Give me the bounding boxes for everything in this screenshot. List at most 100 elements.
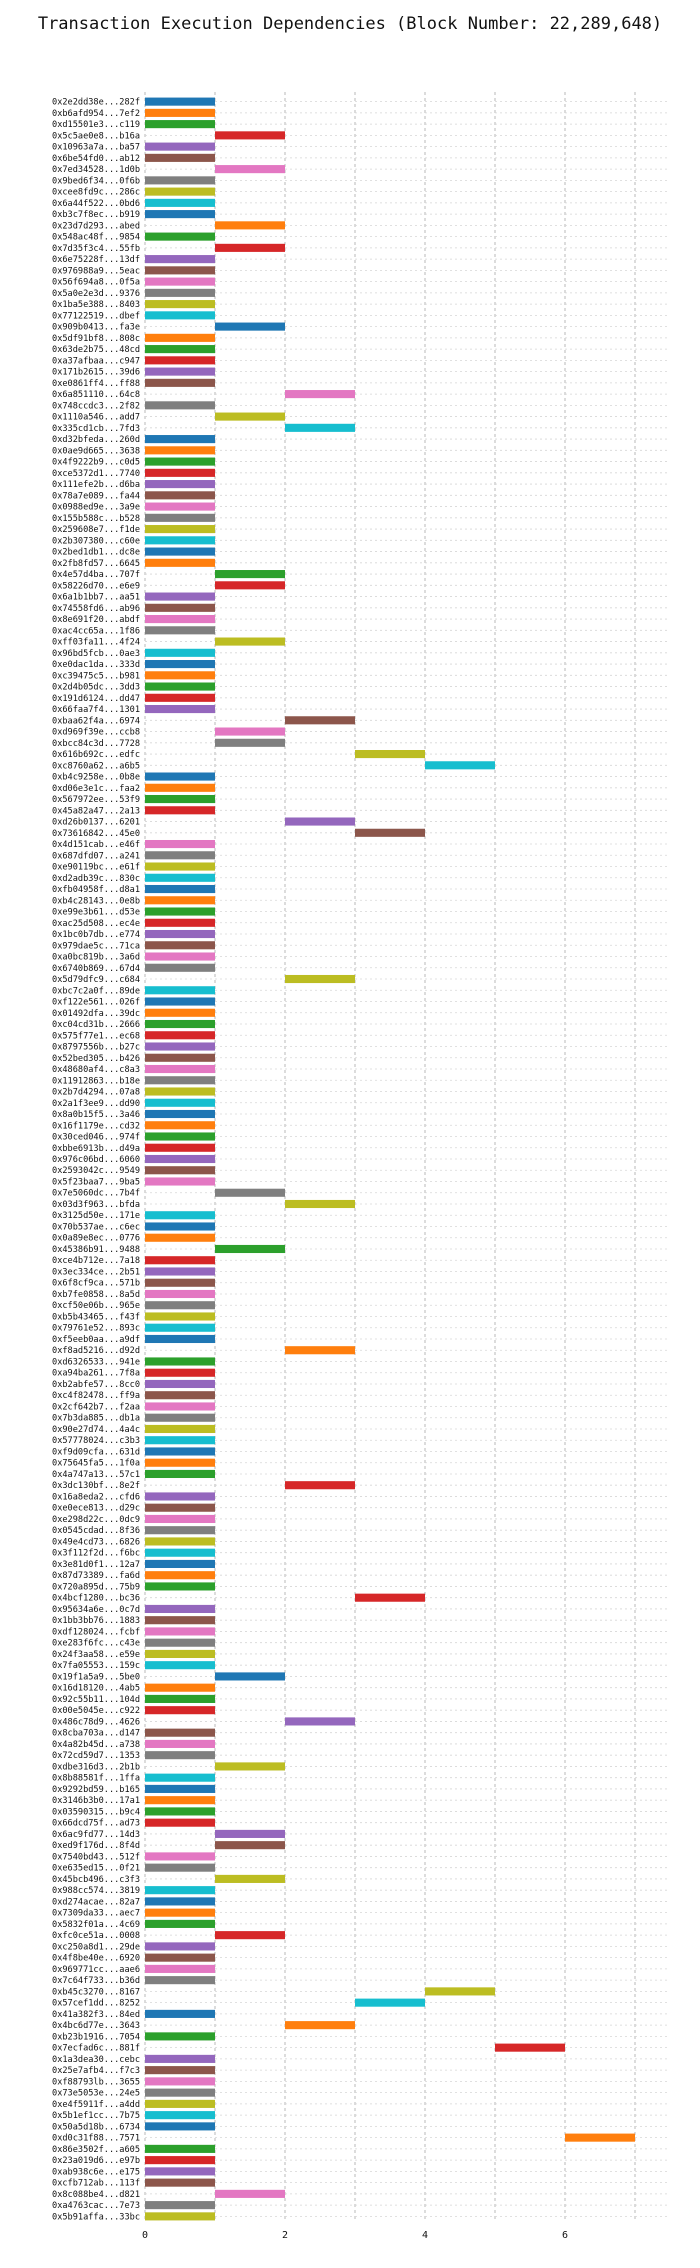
- transaction-bar: [145, 693, 215, 702]
- y-tick-label: 0x3e81d0f1...12a7: [52, 1560, 140, 1570]
- transaction-bar: [145, 1661, 215, 1670]
- transaction-bar: [145, 142, 215, 151]
- transaction-bar: [215, 1672, 285, 1681]
- y-tick-label: 0xd15501e3...c119: [52, 120, 140, 130]
- y-tick-label: 0x548ac48f...9854: [52, 233, 140, 243]
- transaction-bar: [145, 1908, 215, 1917]
- y-tick-label: 0x5df91bf8...808c: [52, 334, 140, 344]
- y-tick-label: 0x567972ee...53f9: [52, 795, 140, 805]
- y-tick-label: 0x7e5060dc...7b4f: [52, 1189, 140, 1199]
- transaction-bar: [145, 1942, 215, 1951]
- y-tick-label: 0x95634a6e...0c7d: [52, 1605, 140, 1615]
- transaction-bar: [145, 1087, 215, 1096]
- y-tick-label: 0xd26b0137...6201: [52, 818, 140, 828]
- y-tick-label: 0xfb04958f...d8a1: [52, 885, 140, 895]
- y-tick-label: 0xac4cc65a...1f86: [52, 626, 140, 636]
- y-tick-label: 0xc4f82478...ff9a: [52, 1391, 140, 1401]
- transaction-bar: [145, 2144, 215, 2153]
- y-tick-label: 0x4a82b45d...a738: [52, 1740, 140, 1750]
- y-tick-label: 0xf9d09cfa...631d: [52, 1447, 140, 1457]
- y-tick-label: 0xe4f5911f...a4dd: [52, 2100, 140, 2110]
- transaction-bar: [145, 210, 215, 219]
- y-tick-label: 0x7ed34528...1d0b: [52, 165, 140, 175]
- transaction-bar: [145, 1008, 215, 1017]
- y-tick-label: 0x5c5ae0e8...b16a: [52, 131, 140, 141]
- y-tick-label: 0x5b91affa...33bc: [52, 2212, 140, 2222]
- transaction-bar: [145, 2167, 215, 2176]
- transaction-bar: [145, 1042, 215, 1051]
- y-tick-label: 0x25e7afb4...f7c3: [52, 2066, 140, 2076]
- y-tick-label: 0x259608e7...f1de: [52, 525, 140, 535]
- transaction-bar: [145, 1301, 215, 1310]
- y-tick-label: 0x96bd5fcb...0ae3: [52, 649, 140, 659]
- y-tick-label: 0x6be54fd0...ab12: [52, 154, 140, 164]
- y-tick-label: 0xce5372d1...7740: [52, 469, 140, 479]
- y-tick-label: 0x6e75228f...13df: [52, 255, 140, 265]
- transaction-bar: [145, 1773, 215, 1782]
- y-tick-label: 0x3dc130bf...8e2f: [52, 1481, 140, 1491]
- transaction-bar: [215, 221, 285, 230]
- transaction-bar: [145, 1976, 215, 1985]
- y-tick-label: 0x52bed305...b426: [52, 1054, 140, 1064]
- y-tick-label: 0x49e4cd73...6826: [52, 1537, 140, 1547]
- y-tick-label: 0xc04cd31b...2666: [52, 1020, 140, 1030]
- y-tick-label: 0xb6afd954...7ef2: [52, 109, 140, 119]
- y-tick-label: 0xff03fa11...4f24: [52, 638, 140, 648]
- y-tick-label: 0x976988a9...5eac: [52, 266, 140, 276]
- y-tick-label: 0xd06e3e1c...faa2: [52, 784, 140, 794]
- transaction-bar: [145, 266, 215, 275]
- transaction-bar: [145, 1391, 215, 1400]
- y-tick-label: 0x748ccdc3...2f82: [52, 401, 140, 411]
- y-tick-label: 0xe0dac1da...333d: [52, 660, 140, 670]
- y-tick-label: 0x16a8eda2...cfd6: [52, 1492, 140, 1502]
- y-tick-label: 0xed9f176d...8f4d: [52, 1841, 140, 1851]
- transaction-bar: [145, 615, 215, 624]
- y-tick-label: 0x90e27d74...4a4c: [52, 1425, 140, 1435]
- transaction-bar: [145, 1784, 215, 1793]
- y-tick-label: 0x2d4b05dc...3dd3: [52, 683, 140, 693]
- bars-layer: [145, 97, 635, 2221]
- transaction-bar: [145, 1582, 215, 1591]
- transaction-bar: [145, 187, 215, 196]
- transaction-bar: [145, 941, 215, 950]
- chart-title: Transaction Execution Dependencies (Bloc…: [37, 14, 663, 34]
- transaction-bar: [285, 390, 355, 399]
- y-tick-label: 0xe0ece813...d29c: [52, 1504, 140, 1514]
- y-tick-label: 0x1bc0b7db...e774: [52, 930, 140, 940]
- y-tick-label: 0x7c64f733...b36d: [52, 1976, 140, 1986]
- y-tick-label: 0xcfb712ab...113f: [52, 2179, 140, 2189]
- transaction-bar: [145, 1211, 215, 1220]
- y-tick-label: 0x1ba5e388...8403: [52, 300, 140, 310]
- grid-layer: [144, 92, 670, 2222]
- transaction-bar: [145, 1076, 215, 1085]
- y-tick-label: 0x979dae5c...71ca: [52, 941, 140, 951]
- transaction-bar: [145, 1402, 215, 1411]
- transaction-bar: [145, 536, 215, 545]
- y-tick-label: 0x57778024...c3b3: [52, 1436, 140, 1446]
- transaction-bar: [215, 1931, 285, 1940]
- y-tick-label: 0x50a5d18b...6734: [52, 2122, 140, 2132]
- x-tick-label: 0: [142, 2230, 148, 2241]
- y-tick-label: 0x988cc574...3819: [52, 1886, 140, 1896]
- y-tick-label: 0xe635ed15...0f21: [52, 1864, 140, 1874]
- transaction-bar: [145, 1627, 215, 1636]
- transaction-bar: [285, 817, 355, 826]
- y-tick-label: 0x2b307380...c60e: [52, 536, 140, 546]
- transaction-bar: [145, 1334, 215, 1344]
- y-tick-label: 0xf122e561...026f: [52, 998, 140, 1008]
- y-tick-label: 0x79761e52...893c: [52, 1324, 140, 1334]
- transaction-bar: [215, 738, 285, 747]
- y-tick-label: 0xb3c7f8ec...b919: [52, 210, 140, 220]
- transaction-bar: [145, 884, 215, 894]
- y-tick-label: 0x30ced046...974f: [52, 1133, 140, 1143]
- transaction-bar: [215, 1188, 285, 1197]
- y-tick-label: 0x3f112f2d...f6bc: [52, 1549, 140, 1559]
- y-tick-label: 0x5832f01a...4c69: [52, 1920, 140, 1930]
- transaction-bar: [145, 255, 215, 264]
- y-tick-label: 0x03590315...b9c4: [52, 1807, 140, 1817]
- transaction-bar: [145, 1357, 215, 1366]
- y-tick-label: 0x3ec334ce...2b51: [52, 1267, 140, 1277]
- y-tick-label: 0x23a019d6...e97b: [52, 2156, 140, 2166]
- transaction-bar: [215, 2189, 285, 2198]
